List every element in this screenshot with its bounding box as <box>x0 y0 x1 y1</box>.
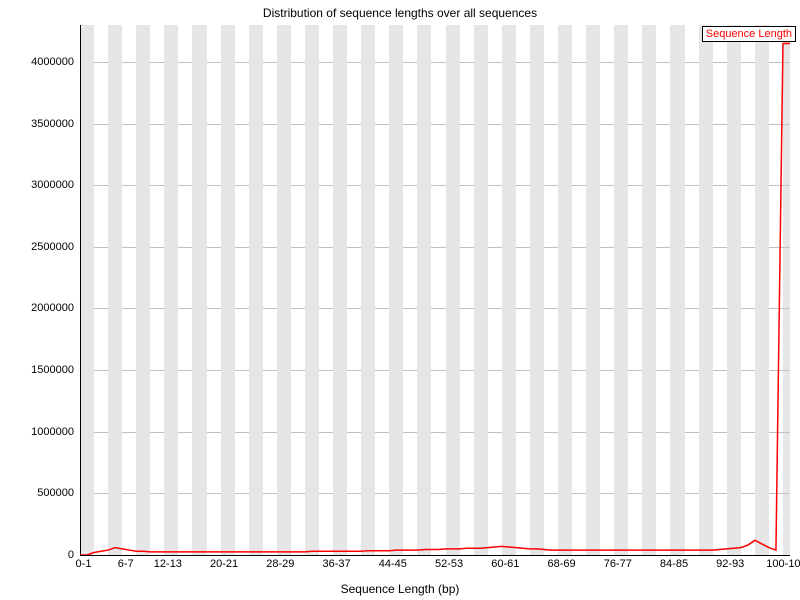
x-axis-ticks: 0-16-712-1320-2128-2936-3744-4552-5360-6… <box>80 558 790 574</box>
y-tick-label: 0 <box>68 549 74 561</box>
plot-area <box>80 25 790 555</box>
x-tick-label: 60-61 <box>491 558 519 570</box>
x-axis-label: Sequence Length (bp) <box>0 582 800 596</box>
x-tick-label: 68-69 <box>547 558 575 570</box>
x-tick-label: 44-45 <box>379 558 407 570</box>
x-tick-label: 12-13 <box>154 558 182 570</box>
y-axis: 0500000100000015000002000000250000030000… <box>0 25 80 555</box>
x-axis-line <box>80 555 790 556</box>
legend-label: Sequence Length <box>706 28 792 40</box>
y-tick-label: 1500000 <box>31 364 74 376</box>
x-tick-label: 52-53 <box>435 558 463 570</box>
sequence-length-distribution-chart: Distribution of sequence lengths over al… <box>0 0 800 600</box>
x-tick-label: 6-7 <box>118 558 134 570</box>
y-tick-label: 3500000 <box>31 118 74 130</box>
y-tick-label: 3000000 <box>31 179 74 191</box>
x-tick-label: 92-93 <box>716 558 744 570</box>
x-tick-label: 84-85 <box>660 558 688 570</box>
y-tick-label: 500000 <box>37 487 74 499</box>
chart-title: Distribution of sequence lengths over al… <box>0 6 800 20</box>
legend: Sequence Length <box>702 26 796 42</box>
y-tick-label: 2500000 <box>31 241 74 253</box>
x-tick-label: 20-21 <box>210 558 238 570</box>
sequence-length-line <box>80 43 790 555</box>
x-tick-label: 0-1 <box>76 558 92 570</box>
y-tick-label: 1000000 <box>31 426 74 438</box>
x-tick-label: 36-37 <box>323 558 351 570</box>
x-tick-label: 28-29 <box>266 558 294 570</box>
y-tick-label: 4000000 <box>31 56 74 68</box>
line-layer <box>80 25 790 555</box>
y-tick-label: 2000000 <box>31 302 74 314</box>
x-tick-label: 76-77 <box>604 558 632 570</box>
x-tick-label: 100-101 <box>766 558 800 570</box>
